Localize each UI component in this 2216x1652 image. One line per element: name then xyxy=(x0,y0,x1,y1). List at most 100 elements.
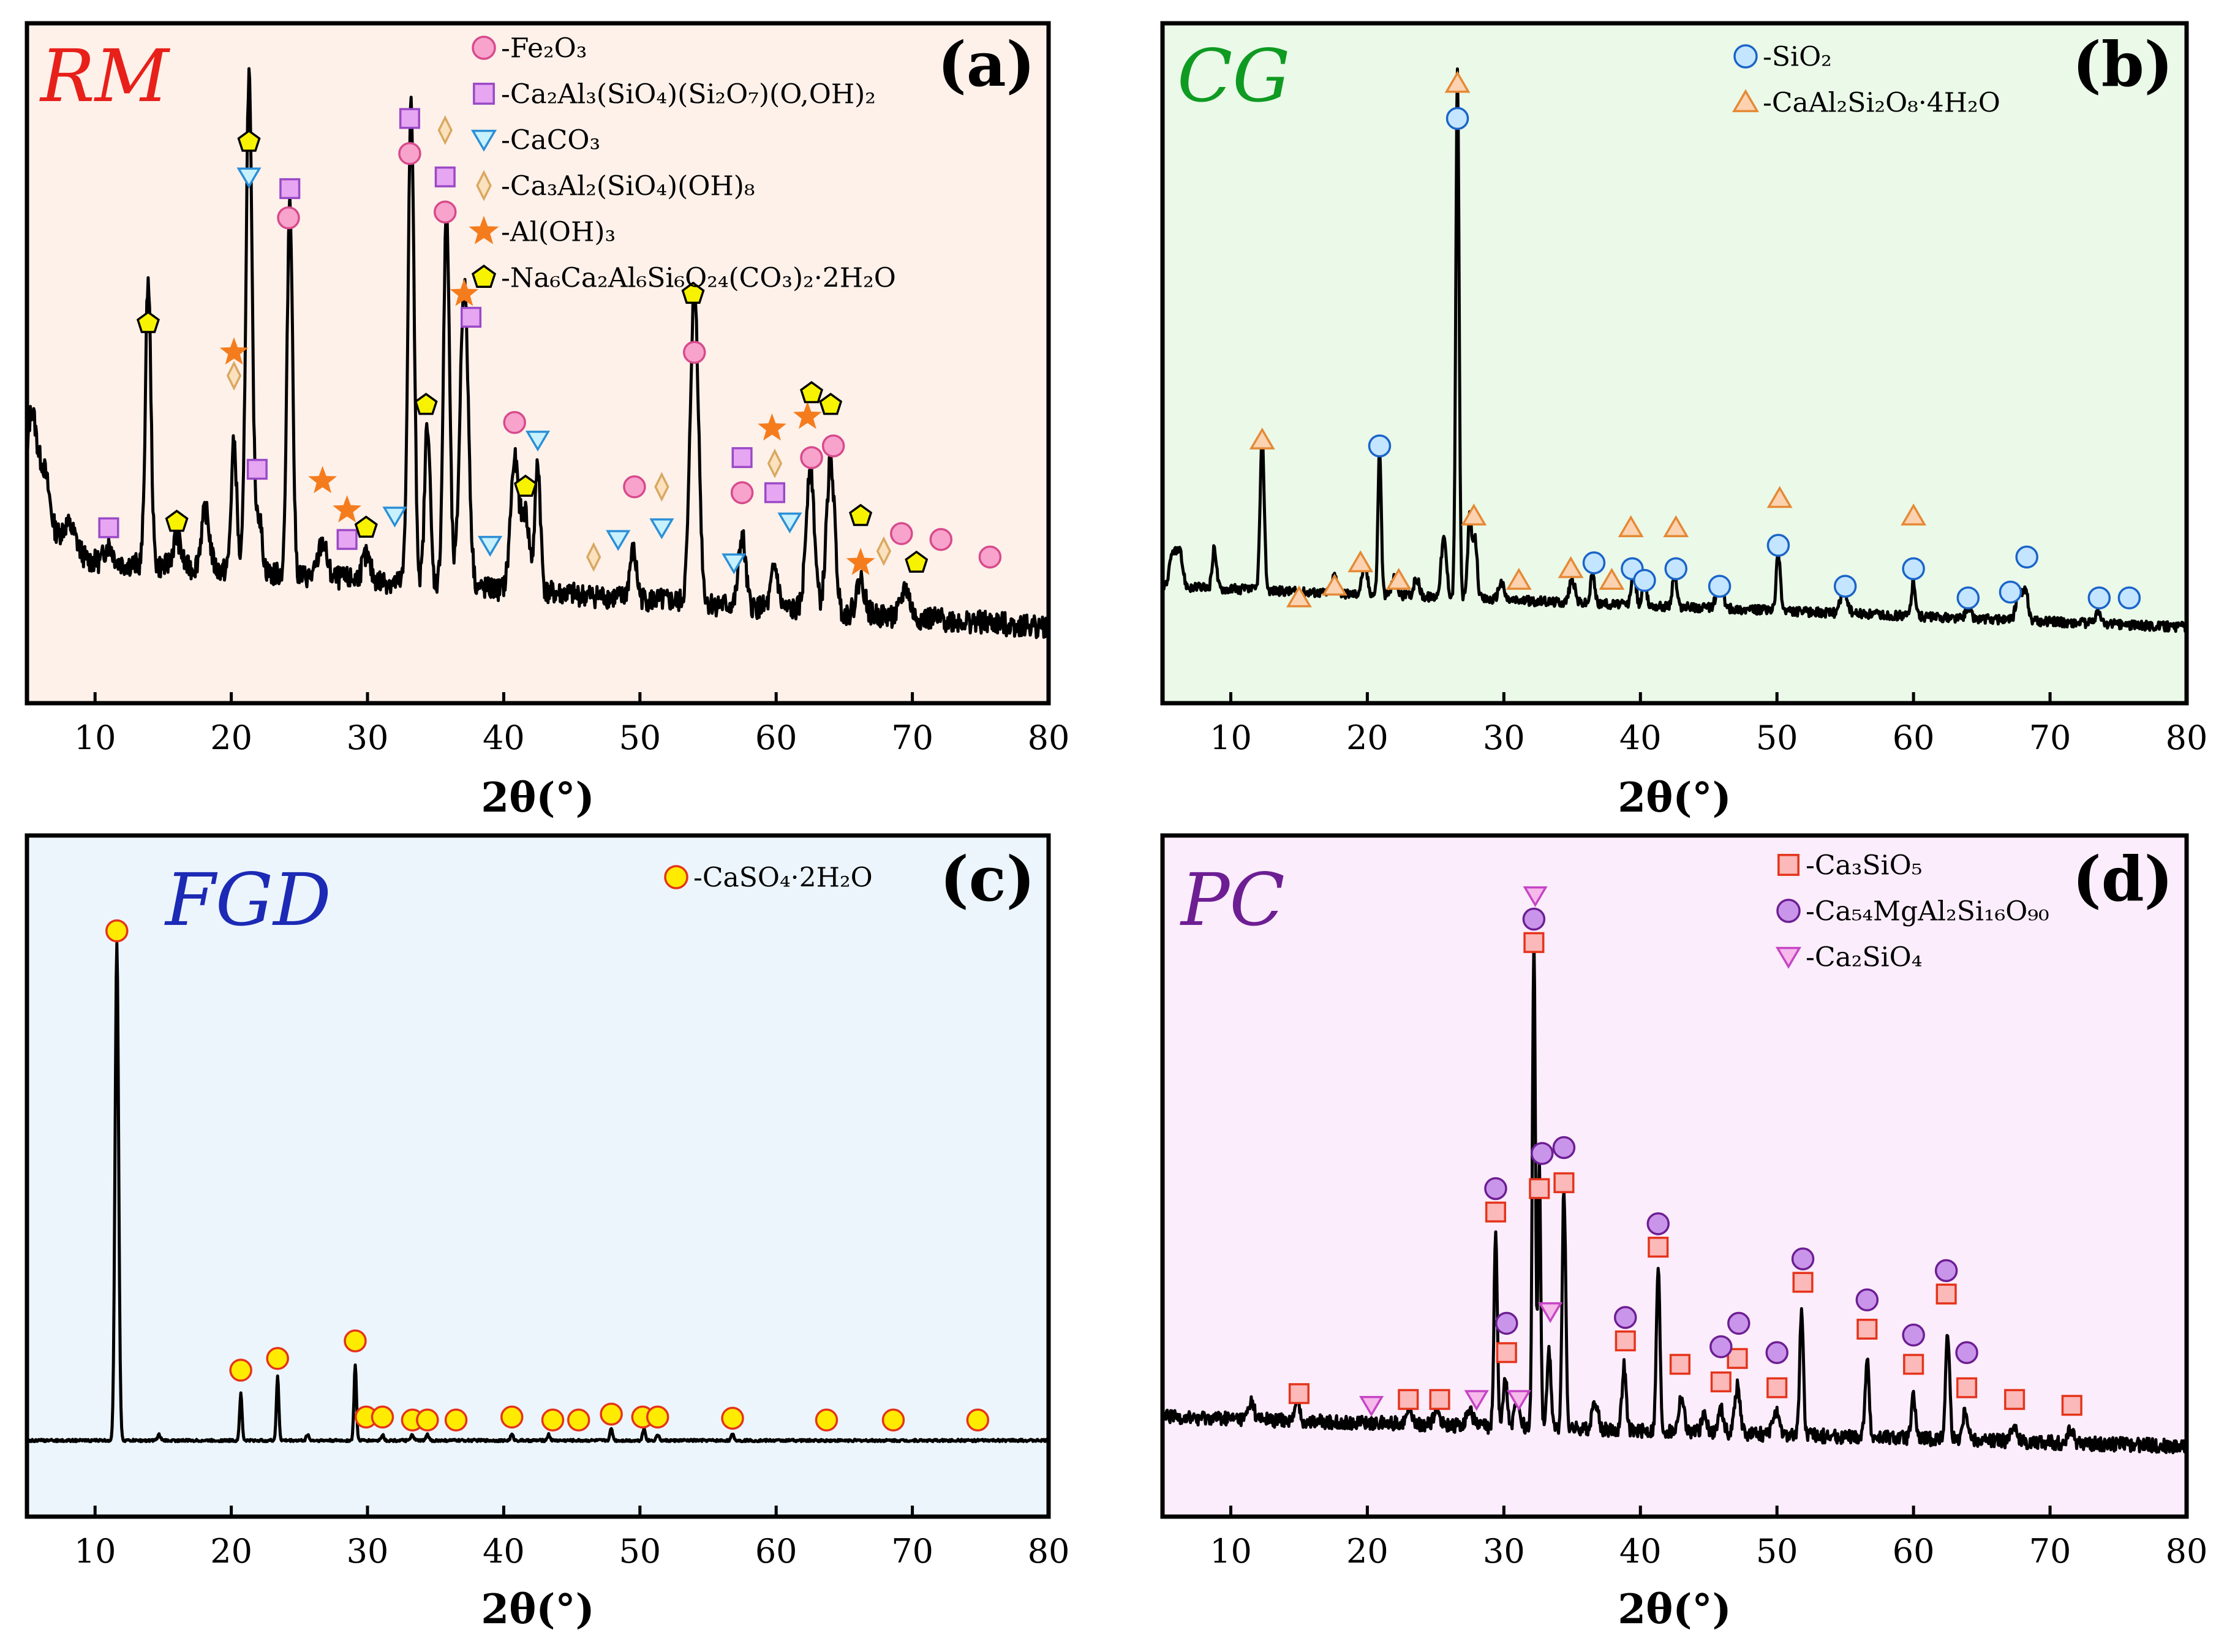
phase-marker xyxy=(623,475,646,499)
phase-marker xyxy=(567,1408,590,1431)
legend-symbol xyxy=(470,129,497,152)
x-tick-label: 40 xyxy=(1619,1532,1662,1571)
phase-marker xyxy=(793,401,822,429)
legend-entry: -CaCO₃ xyxy=(501,124,600,156)
x-axis-label: 2θ(°) xyxy=(481,774,594,821)
phase-marker xyxy=(764,482,786,504)
x-tick-label: 80 xyxy=(1028,1532,1070,1571)
phase-marker xyxy=(890,522,913,545)
phase-marker xyxy=(1496,1342,1517,1363)
phase-marker xyxy=(1766,534,1790,557)
x-axis-label: 2θ(°) xyxy=(1618,1585,1731,1633)
phase-marker xyxy=(767,448,783,478)
phase-marker xyxy=(1523,886,1548,908)
phase-marker xyxy=(1708,575,1732,598)
legend-entry: -SiO₂ xyxy=(1763,41,1832,72)
phase-marker xyxy=(136,311,160,333)
legend-symbol xyxy=(1733,44,1758,69)
phase-marker xyxy=(1710,1371,1732,1393)
phase-marker xyxy=(236,167,262,189)
phase-marker xyxy=(586,542,601,572)
phase-marker xyxy=(460,306,482,328)
phase-marker xyxy=(905,550,929,573)
legend-entry: -Na₆Ca₂Al₆Si₆O₂₄(CO₃)₂·2H₂O xyxy=(501,262,896,293)
phase-marker xyxy=(1249,427,1275,450)
phase-marker xyxy=(105,919,129,943)
phase-marker xyxy=(1506,1390,1531,1411)
legend-entry: -Fe₂O₃ xyxy=(501,32,587,64)
phase-marker xyxy=(1664,557,1687,581)
x-tick-label: 60 xyxy=(1893,719,1935,757)
phase-marker xyxy=(478,535,503,557)
phase-marker xyxy=(98,517,119,538)
plot-background xyxy=(1163,23,2187,703)
phase-marker xyxy=(606,530,631,551)
phase-marker xyxy=(2087,586,2111,609)
x-tick-label: 30 xyxy=(1483,1532,1525,1571)
phase-marker xyxy=(1368,434,1392,458)
phase-marker xyxy=(382,507,407,528)
x-tick-label: 20 xyxy=(1346,1532,1389,1571)
phase-marker xyxy=(821,434,845,458)
phase-marker xyxy=(437,115,453,145)
legend-entry: -Ca₃Al₂(SiO₄)(OH)₈ xyxy=(501,170,755,202)
phase-marker xyxy=(1792,1272,1814,1293)
phase-marker xyxy=(1286,585,1312,608)
plot-frame xyxy=(1160,833,2189,1519)
phase-marker xyxy=(308,466,337,494)
legend-symbol xyxy=(1777,854,1800,876)
phase-marker xyxy=(1955,1341,1978,1364)
phase-marker xyxy=(654,472,669,502)
phase-marker xyxy=(1766,1377,1788,1398)
phase-marker xyxy=(237,129,261,152)
phase-marker xyxy=(1934,1259,1958,1283)
phase-marker xyxy=(722,553,747,575)
phase-marker xyxy=(1855,1288,1879,1311)
phase-marker xyxy=(1321,573,1347,596)
phase-marker xyxy=(219,337,249,365)
phase-marker xyxy=(1552,1136,1576,1160)
phase-marker xyxy=(1582,551,1606,575)
plot-background xyxy=(1163,835,2187,1517)
sample-label: PC xyxy=(1180,858,1285,942)
x-tick-label: 10 xyxy=(1210,1532,1252,1571)
phase-marker xyxy=(1901,504,1927,526)
phase-marker xyxy=(1902,1323,1925,1347)
phase-marker xyxy=(2004,1389,2026,1410)
x-tick-label: 20 xyxy=(210,719,252,757)
phase-marker xyxy=(1765,1341,1788,1364)
phase-marker xyxy=(2117,586,2141,609)
legend-entry: -Ca₃SiO₅ xyxy=(1806,850,1922,881)
phase-marker xyxy=(646,1405,669,1429)
legend-symbol xyxy=(472,36,496,60)
phase-marker xyxy=(1646,1212,1670,1235)
plot-frame xyxy=(1160,21,2189,706)
phase-marker xyxy=(1484,1177,1507,1201)
legend-entry: -Al(OH)₃ xyxy=(501,216,616,247)
panel-tag: (b) xyxy=(2072,28,2173,100)
phase-marker xyxy=(444,1408,468,1431)
x-tick-label: 50 xyxy=(619,719,661,757)
phase-marker xyxy=(1347,550,1374,573)
phase-marker xyxy=(799,381,824,404)
plot-frame xyxy=(24,21,1051,706)
phase-marker xyxy=(165,510,189,532)
phase-marker xyxy=(1359,1395,1384,1417)
panel-a-rm: RM (a) -Fe₂O₃ -Ca₂Al₃(SiO₄)(Si₂O₇)(O,OH)₂… xyxy=(24,21,1069,821)
phase-marker xyxy=(1485,1201,1507,1223)
x-tick-label: 30 xyxy=(347,1532,389,1571)
x-tick-label: 50 xyxy=(619,1532,661,1571)
x-tick-label: 20 xyxy=(1346,719,1389,757)
phase-marker xyxy=(1522,907,1546,931)
x-axis-label: 2θ(°) xyxy=(1618,774,1731,821)
phase-marker xyxy=(815,1408,839,1431)
phase-marker xyxy=(1766,486,1793,508)
phase-marker xyxy=(2061,1395,2082,1416)
phase-marker xyxy=(1444,70,1471,93)
legend-entry: -Ca₂Al₃(SiO₄)(Si₂O₇)(O,OH)₂ xyxy=(501,78,876,110)
phase-marker xyxy=(978,545,1002,569)
legend-symbol xyxy=(473,83,495,105)
phase-marker xyxy=(1615,1330,1636,1352)
phase-marker xyxy=(846,548,875,575)
plot-background xyxy=(27,835,1049,1517)
